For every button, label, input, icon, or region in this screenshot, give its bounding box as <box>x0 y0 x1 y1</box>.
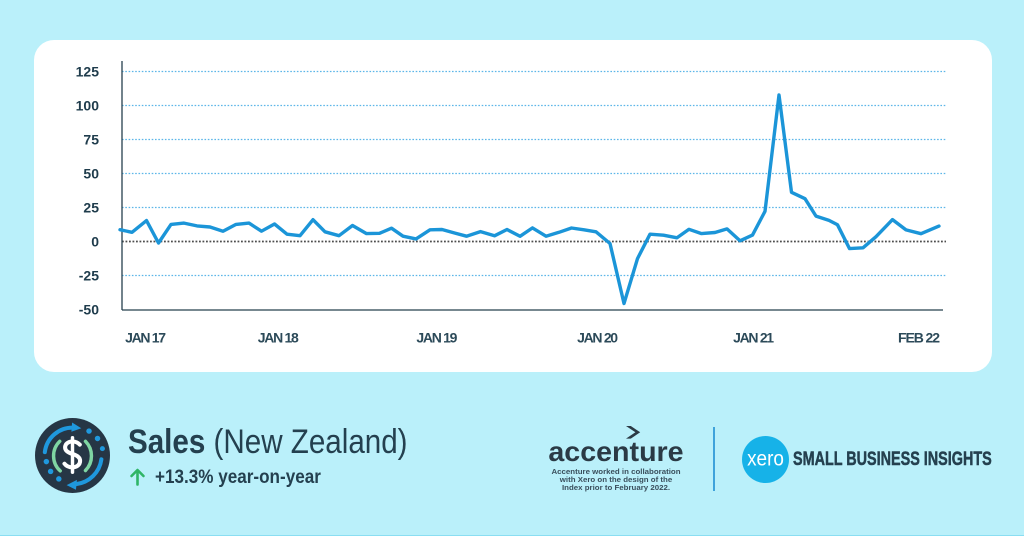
svg-text:100: 100 <box>76 97 100 113</box>
svg-text:JAN 20: JAN 20 <box>577 329 618 345</box>
svg-text:25: 25 <box>83 199 99 215</box>
svg-text:-50: -50 <box>79 301 99 317</box>
svg-text:-25: -25 <box>79 267 99 283</box>
svg-text:JAN 19: JAN 19 <box>416 329 457 345</box>
svg-text:xero: xero <box>747 447 784 470</box>
svg-text:125: 125 <box>76 63 100 79</box>
svg-text:0: 0 <box>91 233 99 249</box>
svg-text:JAN 21: JAN 21 <box>733 329 774 345</box>
svg-text:75: 75 <box>83 131 99 147</box>
svg-text:JAN 18: JAN 18 <box>258 329 299 345</box>
svg-text:FEB 22: FEB 22 <box>898 329 940 345</box>
svg-text:JAN 17: JAN 17 <box>125 329 166 345</box>
svg-text:50: 50 <box>83 165 99 181</box>
